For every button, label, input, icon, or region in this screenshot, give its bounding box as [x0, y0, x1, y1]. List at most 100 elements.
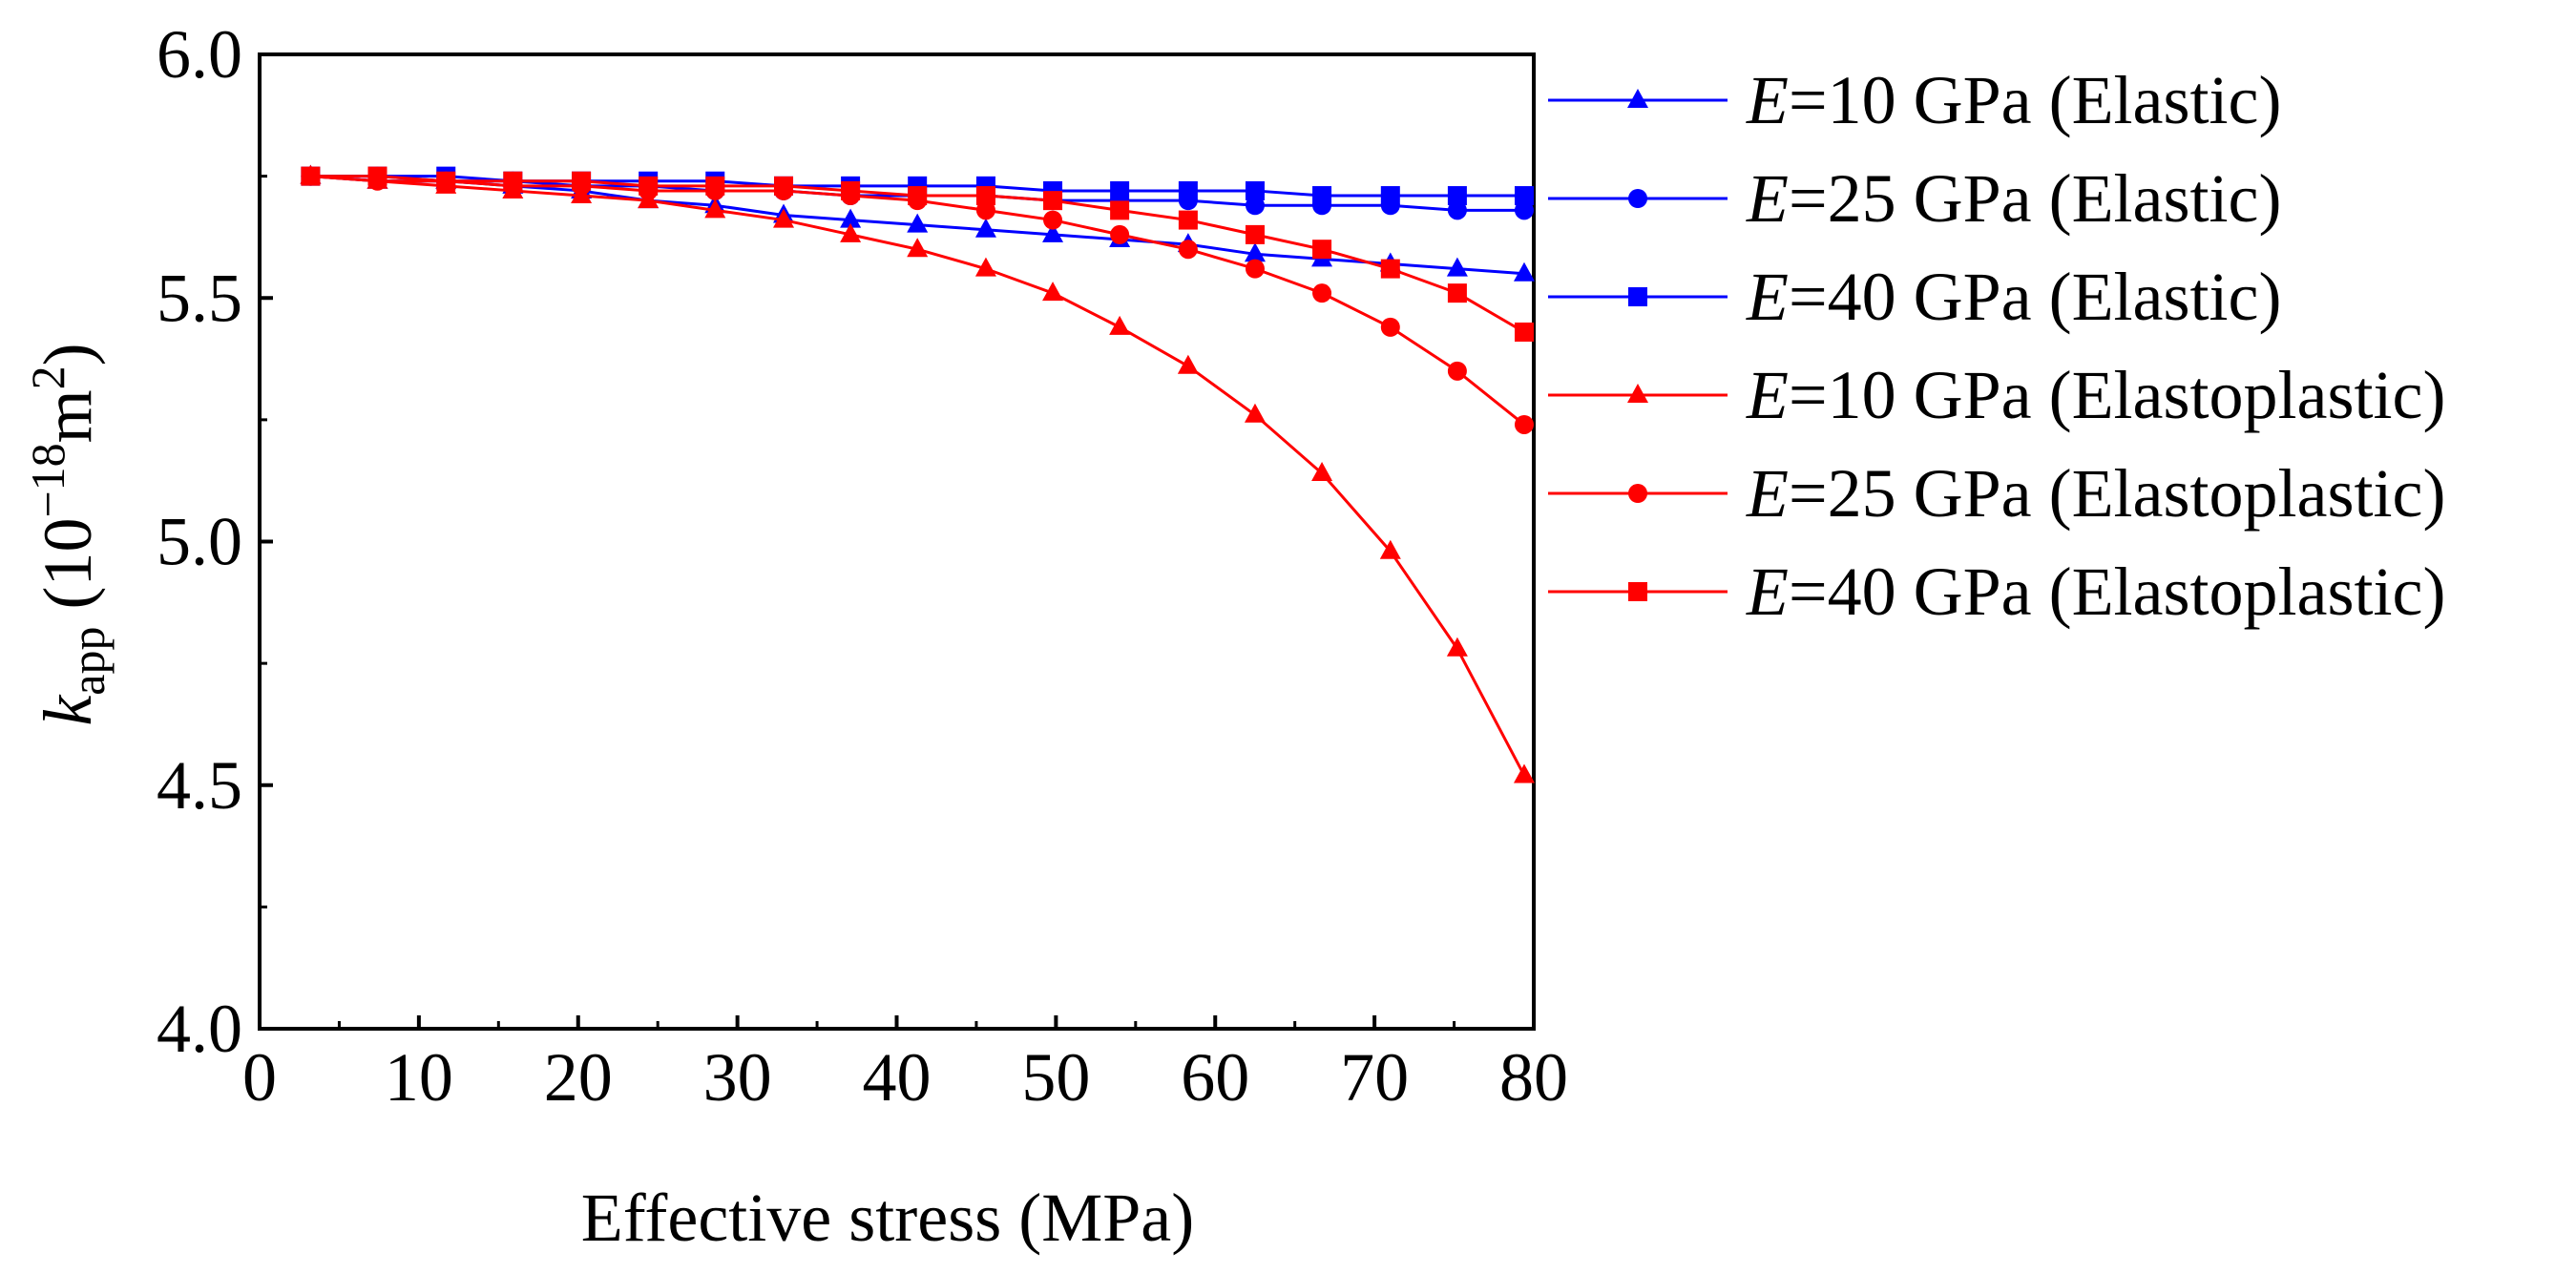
data-point [367, 166, 387, 186]
data-point [1312, 186, 1332, 206]
data-point [1447, 200, 1467, 220]
data-point [774, 176, 794, 196]
data-point [1380, 186, 1400, 206]
legend-entry: E=40 GPa (Elastoplastic) [1548, 553, 2445, 630]
data-point [639, 176, 659, 196]
data-point [1380, 259, 1400, 279]
series-line [310, 175, 1526, 777]
data-point [1379, 539, 1401, 559]
data-point [1245, 180, 1265, 200]
y-tick-label: 4.5 [157, 747, 242, 824]
y-axis-unit-close: ) [30, 343, 106, 365]
legend-label: E=25 GPa (Elastic) [1746, 160, 2281, 237]
legend-label-variable: E [1746, 553, 1789, 630]
data-point [1513, 261, 1535, 282]
data-point [1042, 222, 1064, 242]
y-axis-unit-mid: m [30, 389, 106, 443]
y-tick-label: 5.0 [157, 504, 242, 580]
data-point [1043, 191, 1063, 211]
legend-label: E=40 GPa (Elastic) [1746, 259, 2281, 335]
data-point [1109, 315, 1131, 335]
data-point [1245, 259, 1265, 279]
data-point [1178, 240, 1198, 260]
y-tick-label: 5.5 [157, 260, 242, 336]
legend-marker [1627, 89, 1648, 108]
x-tick-label: 10 [385, 1039, 453, 1116]
x-tick-label: 30 [703, 1039, 772, 1116]
y-tick-label: 4.0 [157, 991, 242, 1067]
axes [258, 52, 1536, 1031]
data-point [908, 186, 928, 206]
data-point [1311, 462, 1333, 482]
legend-label: E=10 GPa (Elastoplastic) [1746, 357, 2445, 433]
x-tick-label: 60 [1181, 1039, 1249, 1116]
y-axis-unit-exp: 2 [21, 365, 74, 389]
data-point [1514, 414, 1534, 434]
x-tick-label: 0 [242, 1039, 277, 1116]
legend-entry: E=10 GPa (Elastic) [1548, 62, 2281, 138]
series-5 [301, 166, 1534, 342]
data-point [1380, 317, 1400, 337]
legend-label-variable: E [1746, 455, 1789, 532]
data-point [1245, 196, 1265, 216]
data-point [1244, 242, 1266, 262]
y-axis-symbol: k [30, 694, 106, 726]
data-point [1178, 180, 1198, 200]
data-point [840, 222, 862, 242]
data-point [974, 257, 996, 277]
legend-label-text: =25 GPa (Elastic) [1789, 160, 2281, 237]
legend-label-variable: E [1746, 160, 1789, 237]
data-point [974, 218, 996, 238]
legend-entry: E=25 GPa (Elastic) [1548, 160, 2281, 237]
data-point [301, 166, 321, 186]
legend-marker [1628, 582, 1647, 601]
legend-label-variable: E [1746, 62, 1789, 138]
data-point [572, 171, 592, 191]
x-tick-label: 40 [863, 1039, 932, 1116]
legend-entry: E=40 GPa (Elastic) [1548, 259, 2281, 335]
legend-label: E=10 GPa (Elastic) [1746, 62, 2281, 138]
x-tick-label: 80 [1499, 1039, 1568, 1116]
data-point [1043, 210, 1063, 230]
legend-entry: E=10 GPa (Elastoplastic) [1548, 357, 2445, 433]
data-point [1446, 637, 1468, 657]
data-point [1447, 283, 1467, 303]
x-axis-ticks: 0 10 20 30 40 50 60 70 80 [242, 1015, 1568, 1116]
data-point [1042, 282, 1064, 302]
data-point [503, 171, 523, 191]
legend-label-variable: E [1746, 357, 1789, 433]
legend-entry: E=25 GPa (Elastoplastic) [1548, 455, 2445, 532]
legend: E=10 GPa (Elastic)E=25 GPa (Elastic)E=40… [1548, 62, 2445, 630]
data-point [1514, 322, 1534, 342]
data-point [1110, 224, 1130, 244]
legend-label: E=40 GPa (Elastoplastic) [1746, 553, 2445, 630]
x-tick-label: 70 [1340, 1039, 1409, 1116]
data-point [1312, 240, 1332, 260]
data-point [975, 200, 995, 220]
data-point [840, 208, 862, 228]
data-point [705, 176, 725, 196]
data-point [1312, 283, 1332, 303]
y-axis-exponent: −18 [21, 443, 74, 517]
data-point [907, 238, 929, 258]
data-point [1514, 186, 1534, 206]
legend-label-text: =40 GPa (Elastoplastic) [1789, 553, 2445, 630]
data-point [1513, 763, 1535, 783]
data-point [1177, 354, 1199, 374]
legend-marker [1628, 189, 1647, 208]
x-tick-label: 50 [1021, 1039, 1090, 1116]
legend-label-text: =25 GPa (Elastoplastic) [1789, 455, 2445, 532]
legend-marker [1627, 384, 1648, 403]
plot-frame [258, 52, 1536, 1031]
y-axis-subscript: app [61, 627, 115, 696]
data-point [1514, 200, 1534, 220]
data-point [975, 186, 995, 206]
x-tick-label: 20 [544, 1039, 613, 1116]
legend-label: E=25 GPa (Elastoplastic) [1746, 455, 2445, 532]
x-axis-title: Effective stress (MPa) [581, 1180, 1194, 1256]
data-point [1110, 200, 1130, 220]
y-tick-label: 6.0 [157, 16, 242, 93]
data-point [1244, 403, 1266, 423]
legend-label-text: =40 GPa (Elastic) [1789, 259, 2281, 335]
